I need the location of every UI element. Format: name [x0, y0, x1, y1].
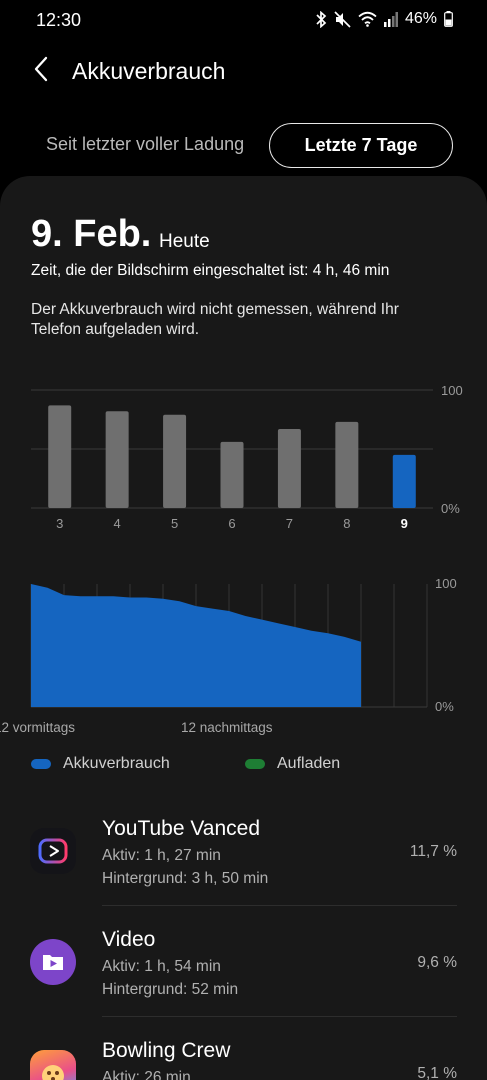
tab-since-full-charge[interactable]: Seit letzter voller Ladung	[46, 134, 245, 154]
status-time: 12:30	[36, 10, 82, 30]
legend-usage: Akkuverbrauch	[31, 755, 170, 773]
y-tick-label: 0%	[441, 501, 460, 516]
selected-date-sub: Heute	[159, 231, 210, 252]
y-tick-label: 0%	[435, 699, 454, 714]
x-tick-label: 12 vormittags	[0, 720, 76, 735]
back-arrow-icon	[33, 56, 49, 87]
y-tick-label: 100	[435, 576, 457, 591]
charging-note: Der Akkuverbrauch wird nicht gemessen, w…	[31, 301, 399, 338]
app-background-time: Hintergrund: 52 min	[102, 981, 239, 998]
divider	[102, 905, 457, 906]
app-percent: 5,1 %	[417, 1065, 457, 1080]
legend-charging: Aufladen	[245, 755, 340, 773]
hourly-area-chart: 100 0%	[30, 576, 457, 714]
bar	[277, 428, 301, 508]
mute-icon	[334, 10, 351, 28]
battery-charts: 100 0% 3 4 5 6 7 8 9 100 0%	[30, 383, 463, 714]
legend-label-charging: Aufladen	[277, 755, 341, 772]
x-tick-label: 12 nachmittags	[181, 720, 273, 735]
x-tick-label: 8	[343, 516, 350, 531]
status-icons: 46%	[315, 10, 453, 28]
page-title: Akkuverbrauch	[72, 58, 226, 84]
bar	[392, 454, 416, 508]
bar	[48, 405, 72, 508]
bluetooth-icon	[315, 10, 327, 28]
youtube-vanced-icon	[30, 828, 76, 874]
app-active-time: Aktiv: 26 min	[102, 1069, 191, 1080]
app-background-time: Hintergrund: 3 h, 50 min	[102, 870, 269, 887]
x-tick-label: 7	[286, 516, 293, 531]
video-icon	[30, 939, 76, 985]
legend-label-usage: Akkuverbrauch	[63, 755, 170, 772]
x-tick-label: 6	[228, 516, 235, 531]
tab-last-7-days[interactable]: Letzte 7 Tage	[269, 123, 453, 168]
app-name: Bowling Crew	[102, 1039, 231, 1062]
x-tick-label: 3	[56, 516, 63, 531]
back-button[interactable]	[26, 54, 56, 88]
app-active-time: Aktiv: 1 h, 27 min	[102, 847, 221, 864]
divider	[102, 1016, 457, 1017]
y-tick-label: 100	[441, 383, 463, 398]
app-row-bowling-crew[interactable]: Bowling Crew Aktiv: 26 min 5,1 %	[0, 1022, 487, 1080]
app-row-video[interactable]: Video Aktiv: 1 h, 54 min Hintergrund: 52…	[0, 911, 487, 1021]
tab-last-7-days-label: Letzte 7 Tage	[304, 135, 418, 155]
app-row-youtube-vanced[interactable]: YouTube Vanced Aktiv: 1 h, 27 min Hinter…	[0, 800, 487, 910]
wifi-icon	[358, 11, 377, 27]
x-tick-label: 5	[171, 516, 178, 531]
app-percent: 9,6 %	[417, 954, 457, 971]
app-name: YouTube Vanced	[102, 817, 261, 840]
bar	[335, 421, 359, 508]
x-tick-label: 4	[114, 516, 121, 531]
legend-swatch-charging	[245, 759, 265, 769]
bar	[105, 411, 129, 508]
battery-icon	[444, 11, 453, 27]
signal-icon	[383, 11, 398, 27]
legend-swatch-usage	[31, 759, 51, 769]
status-bar: 12:30 46%	[0, 0, 487, 42]
app-percent: 11,7 %	[409, 843, 457, 860]
screen-time-text: Zeit, die der Bildschirm eingeschaltet i…	[31, 262, 390, 279]
battery-percent: 46%	[404, 10, 437, 27]
bar	[220, 441, 244, 508]
bowling-crew-icon	[30, 1050, 76, 1080]
app-header: Akkuverbrauch	[0, 50, 487, 92]
bar	[163, 414, 187, 508]
app-active-time: Aktiv: 1 h, 54 min	[102, 958, 221, 975]
usage-area	[31, 584, 361, 707]
selected-date: 9. Feb.	[31, 213, 152, 255]
daily-bar-chart: 100 0% 3 4 5 6 7 8 9	[31, 383, 463, 531]
app-name: Video	[102, 928, 156, 951]
x-tick-label: 9	[401, 516, 408, 531]
